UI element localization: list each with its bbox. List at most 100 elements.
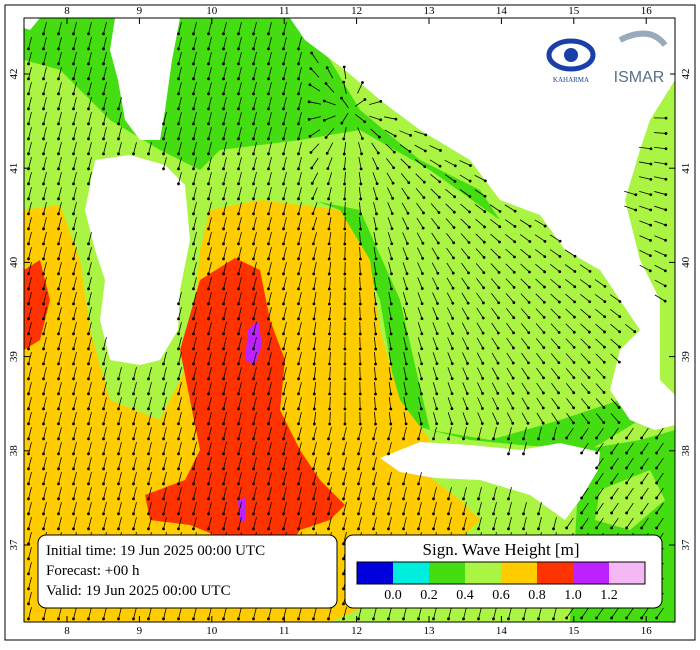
arrow-head [237,62,240,65]
arrow-head [513,286,516,289]
arrow-head [42,617,45,620]
arrow-head [573,300,576,303]
arrow-head [297,362,300,365]
arrow-head [451,347,454,350]
arrow-head [374,378,377,381]
arrow-head [406,242,409,245]
colorbar-label: 0.4 [456,588,474,603]
arrow-head [327,512,330,515]
arrow-head [282,107,285,110]
arrow-head [192,347,195,350]
arrow-head [323,119,326,122]
arrow-head [102,347,105,350]
arrow-head [417,527,420,530]
arrow-head [513,256,516,259]
arrow-head [27,272,30,275]
arrow-head [529,225,532,228]
arrow-head [484,179,487,182]
arrow-head [625,482,628,485]
arrow-head [511,407,514,410]
arrow-head [595,497,598,500]
arrow-head [72,272,75,275]
arrow-head [363,120,366,123]
arrow-head [177,107,180,110]
arrow-head [527,362,530,365]
arrow-head [27,107,30,110]
arrow-head [252,377,255,380]
arrow-head [192,152,195,155]
arrow-head [552,527,555,530]
arrow-head [326,152,329,155]
arrow-head [192,47,195,50]
arrow-head [162,167,165,170]
arrow-head [402,482,405,485]
arrow-head [192,497,195,500]
arrow-head [484,195,487,198]
arrow-head [207,122,210,125]
arrow-head [436,317,439,320]
arrow-head [147,512,150,515]
arrow-head [343,168,346,171]
arrow-head [421,287,424,290]
arrow-head [402,497,405,500]
arrow-head [664,208,667,211]
arrow-head [312,497,315,500]
arrow-head [162,152,165,155]
arrow-head [342,81,345,84]
arrow-head [102,122,105,125]
arrow-head [222,362,225,365]
arrow-head [72,452,75,455]
arrow-head [588,376,591,379]
arrow-head [328,303,331,306]
arrow-head [359,213,362,216]
arrow-head [512,347,515,350]
arrow-head [267,512,270,515]
arrow-head [42,302,45,305]
arrow-head [177,512,180,515]
arrow-head [132,527,135,530]
arrow-head [610,437,613,440]
arrow-head [359,198,362,201]
arrow-head [374,393,377,396]
colorbar-bin [573,562,609,584]
arrow-head [282,272,285,275]
arrow-head [573,346,576,349]
arrow-head [42,167,45,170]
arrow-head [72,197,75,200]
arrow-head [387,497,390,500]
arrow-head [252,452,255,455]
arrow-head [57,47,60,50]
arrow-head [222,482,225,485]
arrow-head [252,347,255,350]
arrow-head [378,136,381,139]
arrow-head [558,346,561,349]
arrow-head [207,182,210,185]
arrow-head [72,242,75,245]
arrow-head [252,62,255,65]
arrow-head [192,257,195,260]
arrow-head [27,392,30,395]
arrow-head [420,422,423,425]
arrow-head [222,227,225,230]
arrow-head [282,197,285,200]
arrow-head [387,527,390,530]
arrow-head [342,602,345,605]
arrow-head [267,257,270,260]
arrow-head [574,255,577,258]
arrow-head [252,137,255,140]
arrow-head [390,272,393,275]
arrow-head [252,32,255,35]
arrow-head [328,393,331,396]
arrow-head [482,317,485,320]
arrow-head [557,407,560,410]
arrow-head [543,286,546,289]
arrow-head [374,318,377,321]
arrow-head [132,152,135,155]
arrow-head [528,240,531,243]
arrow-head [297,467,300,470]
arrow-head [625,452,628,455]
arrow-head [565,617,568,620]
arrow-head [421,317,424,320]
arrow-head [42,47,45,50]
arrow-head [406,257,409,260]
